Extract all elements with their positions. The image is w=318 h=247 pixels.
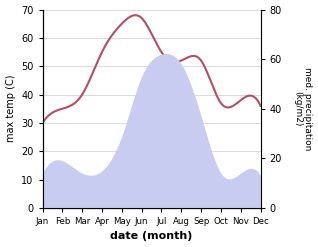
Y-axis label: max temp (C): max temp (C) [5,75,16,143]
X-axis label: date (month): date (month) [110,231,193,242]
Y-axis label: med. precipitation
(kg/m2): med. precipitation (kg/m2) [293,67,313,150]
